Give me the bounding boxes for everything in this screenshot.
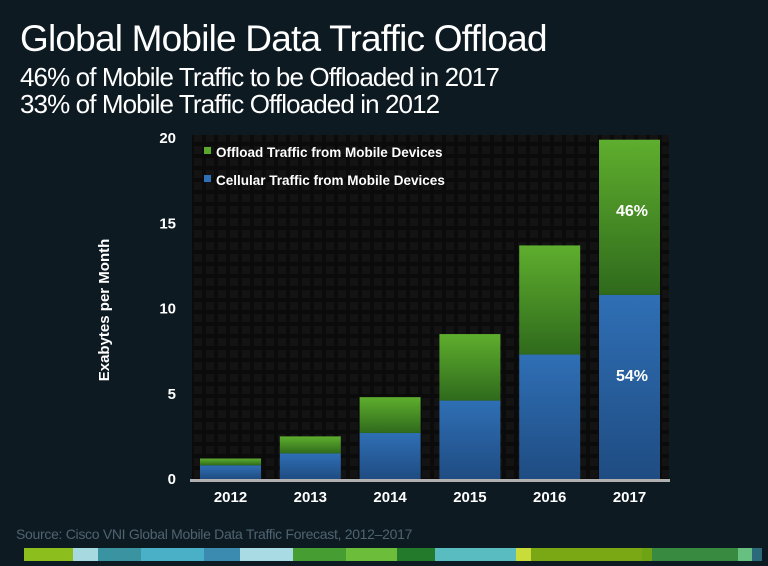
strip-segment: [203, 548, 241, 561]
strip-segment: [642, 548, 653, 561]
strip-segment: [293, 548, 346, 561]
legend-label-offload: Offload Traffic from Mobile Devices: [216, 145, 443, 160]
legend: Offload Traffic from Mobile Devices Cell…: [204, 145, 445, 188]
x-tick-label: 2012: [214, 489, 247, 506]
strip-segment: [72, 548, 99, 561]
subtitle-2012: 33% of Mobile Traffic Offloaded in 2012: [20, 89, 440, 119]
x-tick-label: 2013: [294, 489, 327, 506]
subtitle-2017: 46% of Mobile Traffic to be Offloaded in…: [20, 62, 500, 92]
y-tick-label: 10: [159, 301, 176, 318]
bar-cellular-2017: [599, 294, 660, 479]
bar-offload-2014: [359, 397, 421, 433]
x-tick-label: 2017: [613, 489, 646, 506]
strip-segment: [345, 548, 397, 561]
strip-segment: [516, 548, 531, 561]
bar-cellular-2014: [359, 432, 421, 479]
strip-segment: [24, 548, 73, 561]
bar-cellular-2016: [519, 354, 581, 479]
bar-offload-2017: [599, 139, 660, 295]
plot-texture: [192, 135, 669, 480]
strip-segment: [652, 548, 738, 561]
bar-cellular-2015: [439, 400, 501, 479]
strip-segment: [240, 548, 293, 561]
strip-segment: [530, 548, 643, 561]
y-tick-label: 20: [159, 130, 176, 147]
legend-swatch-offload: [204, 147, 211, 154]
strip-segment: [98, 548, 141, 561]
bar-offload-2013: [279, 436, 341, 454]
x-tick-label: 2016: [533, 489, 566, 506]
legend-swatch-cellular: [204, 175, 211, 182]
y-tick-label: 0: [168, 471, 176, 488]
strip-segment: [140, 548, 204, 561]
y-tick-label: 5: [168, 386, 176, 403]
decorative-color-strip: [24, 548, 762, 561]
annotation-offload-2017: 46%: [616, 203, 648, 220]
bar-offload-2012: [200, 458, 261, 466]
annotation-cellular-2017: 54%: [616, 368, 648, 385]
bar-cellular-2012: [200, 465, 261, 479]
source-note: Source: Cisco VNI Global Mobile Data Tra…: [16, 526, 413, 542]
y-axis-label: Exabytes per Month: [96, 239, 113, 382]
strip-segment: [737, 548, 752, 561]
page-title: Global Mobile Data Traffic Offload: [20, 18, 548, 59]
strip-segment: [396, 548, 436, 561]
y-tick-label: 15: [159, 215, 176, 232]
x-tick-label: 2015: [453, 489, 486, 506]
x-tick-label: 2014: [373, 489, 407, 506]
legend-label-cellular: Cellular Traffic from Mobile Devices: [216, 173, 445, 188]
bar-offload-2015: [439, 334, 501, 401]
bar-offload-2016: [519, 245, 581, 355]
strip-segment: [435, 548, 517, 561]
strip-segment: [751, 548, 762, 561]
bar-cellular-2013: [279, 453, 341, 479]
x-axis-line: [190, 479, 670, 482]
